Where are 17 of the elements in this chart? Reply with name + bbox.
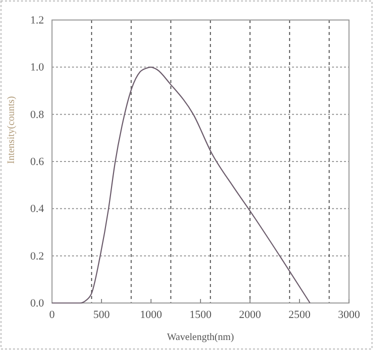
x-axis-title: Wavelength(nm) — [167, 332, 234, 343]
x-tick-label: 500 — [93, 309, 110, 322]
x-tick-label: 2500 — [288, 309, 311, 322]
y-tick-label: 0.8 — [30, 108, 44, 121]
y-tick-label: 1.2 — [30, 14, 44, 27]
x-tick-label: 3000 — [338, 309, 360, 322]
x-tick-label: 1500 — [190, 309, 212, 322]
y-tick-label: 1.0 — [30, 62, 44, 74]
y-tick-label: 0.0 — [30, 298, 44, 310]
y-tick-label: 0.4 — [30, 203, 44, 216]
y-tick-label: 0.6 — [30, 156, 44, 168]
x-tick-label: 1000 — [140, 309, 162, 322]
y-axis-title: Intensity(counts) — [6, 96, 17, 164]
line-series — [51, 66, 311, 304]
y-tick-label: 0.2 — [30, 250, 44, 262]
x-tick-label: 0 — [49, 309, 56, 322]
x-tick-label: 2000 — [239, 309, 262, 322]
